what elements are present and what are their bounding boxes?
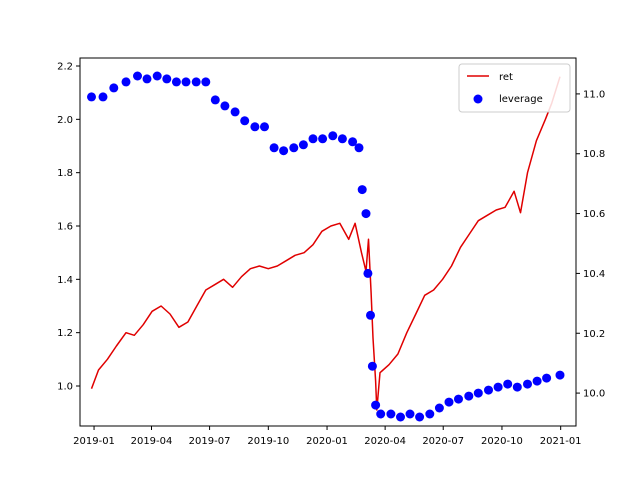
plot-frame xyxy=(79,57,577,427)
point-leverage-26 xyxy=(348,137,358,147)
point-leverage-1 xyxy=(98,92,108,102)
legend-label-leverage: leverage xyxy=(499,94,543,105)
point-leverage-8 xyxy=(171,77,181,87)
point-leverage-6 xyxy=(152,71,162,81)
plot-area xyxy=(87,71,565,422)
point-leverage-46 xyxy=(493,382,503,392)
y-left-tick-label-6: 2.2 xyxy=(57,62,73,73)
point-leverage-16 xyxy=(250,122,260,132)
x-tick-label-3: 2019-10 xyxy=(247,436,289,447)
x-tick-label-7: 2020-10 xyxy=(481,436,523,447)
point-leverage-23 xyxy=(318,134,328,144)
point-leverage-44 xyxy=(473,388,483,398)
point-leverage-2 xyxy=(109,83,119,93)
y-right-tick-label-1: 10.2 xyxy=(583,329,605,340)
point-leverage-39 xyxy=(425,409,435,419)
x-tick-label-5: 2020-04 xyxy=(364,436,406,447)
point-leverage-0 xyxy=(87,92,96,102)
x-tick-label-8: 2021-01 xyxy=(540,436,582,447)
point-leverage-20 xyxy=(289,143,299,153)
point-leverage-31 xyxy=(366,310,375,320)
point-leverage-9 xyxy=(181,77,191,87)
legend-label-ret: ret xyxy=(499,72,513,83)
x-tick-label-1: 2019-04 xyxy=(131,436,173,447)
point-leverage-21 xyxy=(298,140,308,150)
y-right-tick-label-2: 10.4 xyxy=(583,269,605,280)
point-leverage-47 xyxy=(503,379,513,389)
point-leverage-22 xyxy=(308,134,318,144)
y-left-tick-label-5: 2.0 xyxy=(57,115,73,126)
point-leverage-28 xyxy=(357,185,367,195)
point-leverage-38 xyxy=(415,412,425,422)
x-tick-label-4: 2020-01 xyxy=(306,436,348,447)
point-leverage-36 xyxy=(396,412,405,422)
point-leverage-5 xyxy=(142,74,152,84)
y-right-tick-label-5: 11.0 xyxy=(583,89,605,100)
point-leverage-14 xyxy=(230,107,240,117)
point-leverage-27 xyxy=(354,143,364,153)
y-right-tick-label-0: 10.0 xyxy=(583,389,605,400)
point-leverage-35 xyxy=(386,409,396,419)
point-leverage-3 xyxy=(121,77,131,87)
y-left-tick-label-3: 1.6 xyxy=(57,222,73,233)
point-leverage-13 xyxy=(220,101,230,111)
point-leverage-51 xyxy=(542,373,552,383)
point-leverage-12 xyxy=(210,95,220,105)
y-left-tick-label-1: 1.2 xyxy=(57,328,73,339)
point-leverage-15 xyxy=(240,116,250,126)
point-leverage-11 xyxy=(201,77,211,87)
point-leverage-45 xyxy=(484,385,493,395)
point-leverage-17 xyxy=(260,122,269,132)
legend: ret leverage xyxy=(458,63,571,113)
point-leverage-30 xyxy=(363,268,373,278)
y-left-tick-label-4: 1.8 xyxy=(57,168,73,179)
point-leverage-10 xyxy=(191,77,201,87)
y-left-tick-label-2: 1.4 xyxy=(57,275,73,286)
point-leverage-34 xyxy=(376,409,386,419)
y-left-tick-label-0: 1.0 xyxy=(57,382,73,393)
point-leverage-41 xyxy=(444,397,454,407)
point-leverage-33 xyxy=(371,400,381,410)
series-line-ret xyxy=(90,76,561,411)
y-right-tick-label-4: 10.8 xyxy=(583,149,605,160)
x-tick-label-0: 2019-01 xyxy=(73,436,115,447)
point-leverage-43 xyxy=(464,391,474,401)
point-leverage-40 xyxy=(434,403,444,413)
x-tick-label-6: 2020-07 xyxy=(422,436,464,447)
point-leverage-19 xyxy=(279,146,289,156)
point-leverage-29 xyxy=(361,209,371,219)
point-leverage-48 xyxy=(512,382,522,392)
x-tick-label-2: 2019-07 xyxy=(189,436,231,447)
point-leverage-7 xyxy=(162,74,172,84)
legend-swatch-leverage xyxy=(473,94,483,104)
point-leverage-37 xyxy=(405,409,415,419)
point-leverage-32 xyxy=(367,361,377,371)
point-leverage-4 xyxy=(133,71,142,81)
point-leverage-18 xyxy=(269,143,279,153)
point-leverage-42 xyxy=(454,394,463,404)
y-right-tick-label-3: 10.6 xyxy=(583,209,605,220)
point-leverage-52 xyxy=(555,370,565,380)
point-leverage-50 xyxy=(532,376,542,386)
point-leverage-49 xyxy=(523,379,532,389)
axes: 2019-01 2019-04 2019-07 2019-10 2020-01 2020-… xyxy=(57,62,605,448)
point-leverage-24 xyxy=(328,131,338,141)
point-leverage-25 xyxy=(337,134,347,144)
series-scatter-leverage xyxy=(87,71,565,422)
